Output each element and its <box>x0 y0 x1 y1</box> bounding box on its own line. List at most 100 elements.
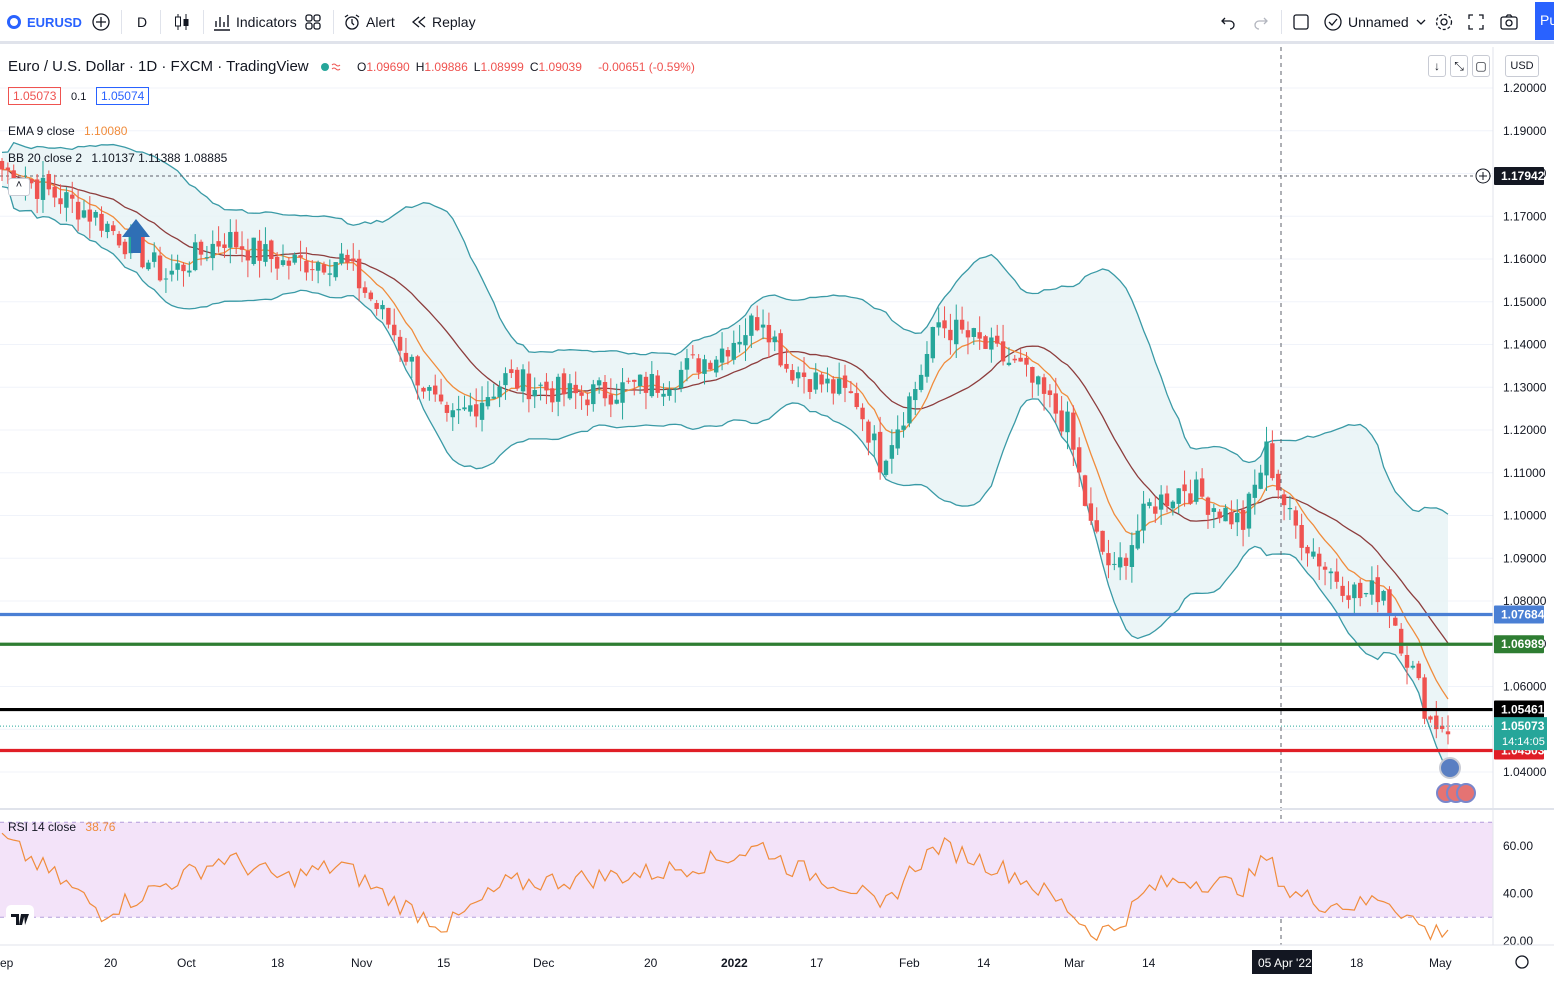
candle-body <box>1281 494 1287 506</box>
settings-button[interactable] <box>1434 9 1454 35</box>
candle-body <box>497 386 502 398</box>
time-tick-label: 20 <box>104 956 118 970</box>
candle-body <box>169 270 174 275</box>
plus-icon <box>1479 171 1487 180</box>
time-tick-label: Mar <box>1064 956 1085 970</box>
candle-body <box>585 399 590 406</box>
candle-body <box>380 304 385 310</box>
candle-body <box>1334 571 1339 582</box>
chart-area[interactable]: 1.200001.190001.180001.170001.160001.150… <box>0 47 1554 984</box>
chart-type-button[interactable] <box>172 9 192 35</box>
candle-body <box>204 257 210 259</box>
ema-legend[interactable]: EMA 9 close 1.10080 <box>8 124 133 138</box>
pane-maximize-button[interactable]: ⤡ <box>1450 55 1468 77</box>
pane-down-button[interactable]: ↓ <box>1428 55 1446 77</box>
crosshair-date-label: 05 Apr '22 <box>1258 956 1312 970</box>
ask-price[interactable]: 1.05074 <box>95 87 150 105</box>
candle-body <box>1012 358 1017 361</box>
candle-body <box>46 174 52 190</box>
bollinger-lower-line <box>1 185 1449 773</box>
collapse-icon: ⤡ <box>1454 59 1464 73</box>
undo-button[interactable] <box>1220 9 1236 35</box>
publish-button[interactable]: Pu <box>1535 2 1554 40</box>
candle-body <box>995 335 1000 344</box>
candle-body <box>1299 525 1304 548</box>
candle-body <box>146 262 151 270</box>
candle-body <box>795 372 801 379</box>
bb-values: 1.10137 1.11388 1.08885 <box>91 151 228 165</box>
compare-symbol-button[interactable] <box>91 9 111 35</box>
candle-body <box>468 405 473 412</box>
candle-body <box>1030 367 1035 383</box>
collapse-legend-button[interactable]: ˄ <box>8 178 30 196</box>
candle-body <box>1065 411 1070 433</box>
candle-body <box>632 379 637 382</box>
candle-body <box>292 254 297 263</box>
price-tick-label: 1.13000 <box>1503 380 1547 394</box>
candle-body <box>321 264 327 273</box>
fullscreen-button[interactable] <box>1467 9 1485 35</box>
redo-button[interactable] <box>1253 9 1269 35</box>
candle-body <box>901 425 906 430</box>
economic-event-icon <box>1456 783 1476 803</box>
bb-legend[interactable]: BB 20 close 2 1.10137 1.11388 1.08885 <box>8 151 233 165</box>
candle-body <box>913 389 918 401</box>
candle-body <box>304 260 309 273</box>
candle-body <box>907 396 912 424</box>
indicators-button[interactable]: Indicators <box>213 9 297 35</box>
rsi-tick-label: 40.00 <box>1503 887 1533 901</box>
bid-price[interactable]: 1.05073 <box>8 87 62 105</box>
candle-body <box>954 319 959 345</box>
candle-body <box>673 388 678 390</box>
templates-button[interactable] <box>304 9 322 35</box>
candle-body <box>1258 472 1263 489</box>
candle-body <box>392 324 397 336</box>
bollinger-upper-line <box>1 141 1449 515</box>
currency-button[interactable]: USD <box>1505 55 1539 77</box>
candle-body <box>1053 393 1058 414</box>
layout-menu-button[interactable]: Unnamed <box>1323 9 1427 35</box>
alert-button[interactable]: Alert <box>343 9 395 35</box>
candle-body <box>1164 493 1170 507</box>
time-tick-label: 15 <box>437 956 451 970</box>
candle-body <box>1404 654 1410 668</box>
candle-body <box>737 341 742 345</box>
candle-body <box>1223 507 1228 522</box>
pane-restore-button[interactable]: ▢ <box>1472 55 1490 77</box>
candle-body <box>58 198 63 205</box>
candle-body <box>1082 475 1088 506</box>
toolbar-divider <box>333 10 334 34</box>
candle-body <box>140 235 145 268</box>
snapshot-button[interactable] <box>1499 9 1519 35</box>
chart-canvas[interactable]: 1.200001.190001.180001.170001.160001.150… <box>0 47 1554 984</box>
candles-icon <box>175 14 189 30</box>
candle-body <box>743 335 748 346</box>
tradingview-logo-icon[interactable] <box>6 905 34 933</box>
fullscreen-layout-button[interactable] <box>1292 9 1310 35</box>
candle-body <box>87 209 93 222</box>
replay-button[interactable]: Replay <box>411 9 476 35</box>
symbol-search-button[interactable]: EURUSD <box>6 9 82 35</box>
candle-body <box>479 402 485 420</box>
candle-body <box>228 232 233 248</box>
candle-body <box>333 262 338 278</box>
candle-body <box>345 254 350 263</box>
time-tick-label: Nov <box>351 956 372 970</box>
candle-body <box>1293 510 1298 526</box>
line-price-label: 1.06989 <box>1501 637 1545 651</box>
alarm-clock-icon <box>344 14 360 30</box>
toolbar-divider <box>203 10 204 34</box>
rsi-legend[interactable]: RSI 14 close 38.76 <box>8 820 121 834</box>
candle-body <box>1129 545 1135 567</box>
price-tick-label: 1.04000 <box>1503 765 1547 779</box>
candle-body <box>257 240 262 261</box>
candle-body <box>245 250 251 261</box>
candle-body <box>1094 520 1099 532</box>
candle-body <box>1188 493 1193 504</box>
candle-body <box>239 246 245 250</box>
candle-body <box>550 388 555 403</box>
candle-body <box>1199 478 1205 497</box>
ohlc-o: O1.09690 <box>356 60 410 74</box>
candle-body <box>848 391 854 394</box>
interval-button[interactable]: D <box>137 9 147 35</box>
